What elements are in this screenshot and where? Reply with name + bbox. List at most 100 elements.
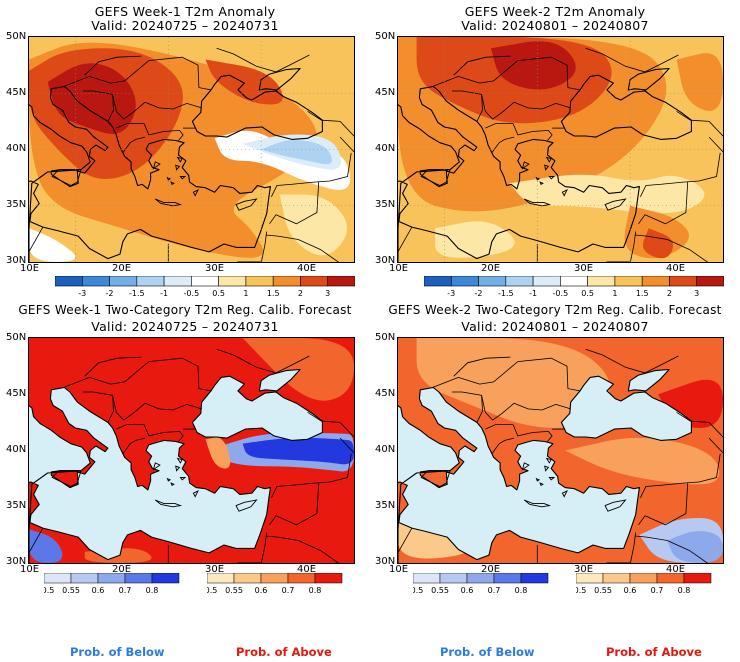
colorbar-tick-label: 1 [612,289,617,298]
colorbar-swatch [218,276,247,287]
colorbar-tick-label: 0.6 [624,586,637,595]
colorbar-swatch [520,573,549,584]
colorbar-swatch [439,573,468,584]
colorbar-tick-label: 0.5 [207,586,217,595]
island-outline [545,156,552,163]
lat-label: 50N [375,31,396,42]
colorbar-tick-label: 0.5 [212,289,225,298]
lon-label: 20E [112,564,132,575]
country-border [29,226,44,253]
colorbar-swatch [163,276,192,287]
lat-label: 40N [375,444,396,455]
island-outline [192,490,199,498]
island-outline [548,477,556,481]
lat-label: 30N [6,556,27,567]
island-outline [524,198,552,207]
anomaly-colorbar: -3 -2 -1.5 -1 -0.5 0.5 1 1.5 2 3 [424,276,724,298]
forecast-region [565,437,720,485]
forecast-region [667,531,723,563]
country-border [451,391,483,423]
colorbar-tick-label: 0.55 [225,586,243,595]
country-border [634,535,709,563]
country-border [453,356,511,377]
lat-label: 50N [6,332,27,343]
mediterranean-sea [398,85,640,262]
black-sea [191,375,323,441]
island-outline [524,499,552,508]
sea-of-azov [258,67,301,91]
island-outline [51,470,82,488]
panel-valid-dates: Valid: 20240801 – 20240807 [461,18,649,33]
colorbar-swatch [314,573,343,584]
lat-label: 40N [6,444,27,455]
colorbar-swatch [641,276,670,287]
lat-label: 35N [6,500,27,511]
sea-of-azov [627,67,670,91]
prob-above-colorbar: 0.5 0.55 0.6 0.7 0.8 [207,573,347,595]
colorbar-swatch [576,573,604,584]
colorbar-tick-label: 0.7 [488,586,501,595]
prob-above-colorbar: 0.5 0.55 0.6 0.7 0.8 [576,573,716,595]
lat-label: 50N [375,332,396,343]
island-outline [152,462,161,471]
panel-valid-dates: Valid: 20240801 – 20240807 [461,319,649,334]
colorbar-tick-label: -2 [106,289,114,298]
colorbar-swatch [587,276,616,287]
colorbar-swatch [233,573,262,584]
forecast-region [29,228,76,262]
island-outline [420,169,451,187]
colorbar-tick-label: 3 [694,289,699,298]
colorbar-swatch [44,573,72,584]
lat-label: 30N [375,255,396,266]
island-outline [166,477,172,482]
panel-title: GEFS Week-2 T2m Anomaly [464,4,646,19]
lon-label: 40E [666,564,686,575]
colorbar-tick-label: 1 [243,289,248,298]
colorbar-swatch [466,573,495,584]
colorbar-tick-label: -3 [447,289,455,298]
colorbar-tick-label: 0.5 [44,586,54,595]
island-outline [175,164,181,171]
country-border [676,110,723,137]
island-outline [166,176,172,181]
lon-label: 10E [389,564,409,575]
colorbar-swatch [669,276,698,287]
country-border [216,47,310,73]
colorbar-swatch [413,573,441,584]
country-border [491,136,515,154]
island-outline [539,181,544,186]
lon-label: 30E [205,263,225,274]
country-border [269,483,320,526]
colorbar-swatch [70,573,99,584]
panel-title: GEFS Week-2 Two-Category T2m Reg. Calib.… [388,303,722,317]
colorbar-swatch [207,573,235,584]
colorbar-tick-label: 0.8 [515,586,528,595]
lat-label: 45N [6,388,27,399]
forecast-region [416,338,610,428]
forecast-region [279,194,348,256]
anomaly-map [28,36,355,263]
forecast-region [47,63,136,135]
colorbar-tick-label: 0.55 [62,586,80,595]
country-border [481,395,515,421]
country-border [339,437,354,454]
anomaly-map [397,36,724,263]
sea-of-azov [258,368,301,392]
country-border [481,94,515,120]
lat-label: 45N [6,87,27,98]
legend-prob-above: Prob. of Above [236,645,332,659]
island-outline [604,499,627,512]
panel-title: GEFS Week-1 T2m Anomaly [94,4,276,19]
lon-label: 10E [20,564,40,575]
colorbar-tick-label: 2 [298,289,303,298]
country-border [82,391,114,423]
panel-week2-anomaly: GEFS Week-2 T2m Anomaly Valid: 20240801 … [370,0,740,300]
country-border [307,110,354,137]
country-border [453,55,511,76]
colorbar-swatch [151,573,180,584]
colorbar-swatch [683,573,712,584]
island-outline [155,499,183,508]
country-border [307,411,354,438]
mediterranean-sea [398,386,640,563]
colorbar-tick-label: 0.8 [146,586,159,595]
